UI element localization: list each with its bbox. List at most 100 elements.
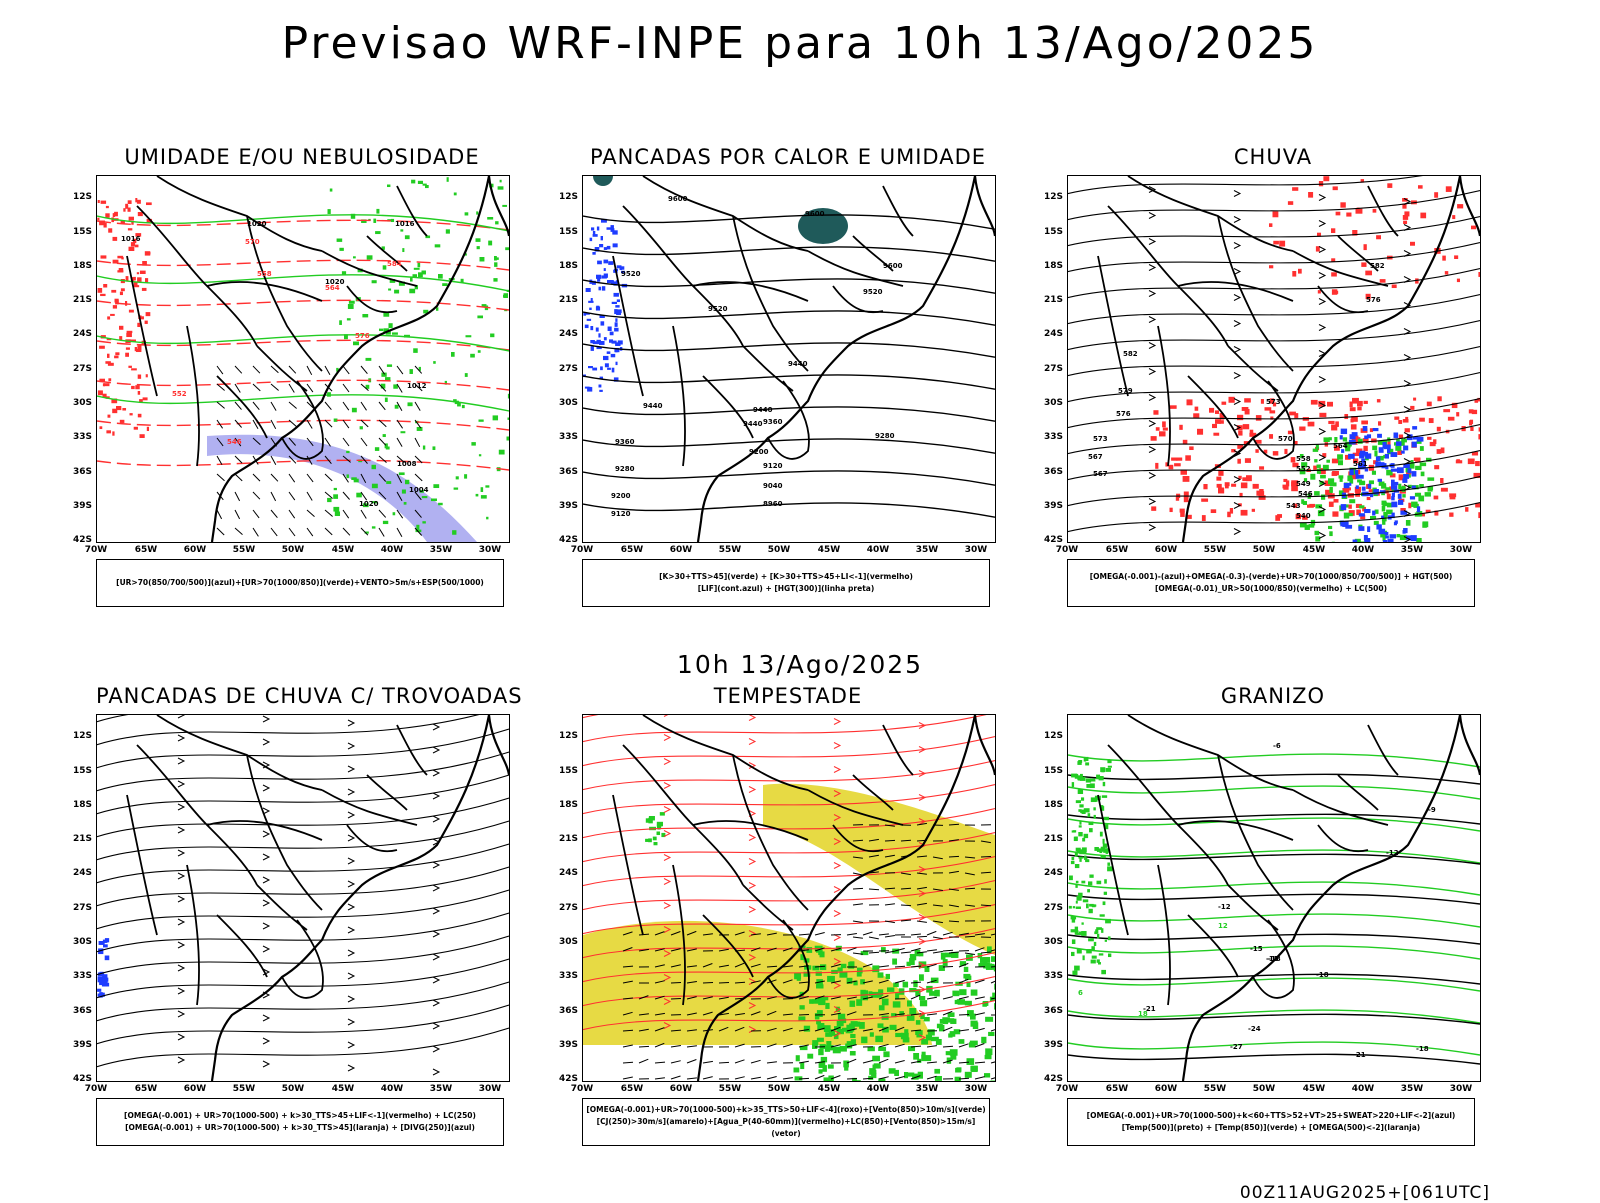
flow-arrow	[749, 883, 755, 889]
rain-fill	[1246, 475, 1252, 481]
rain-green	[1359, 505, 1364, 508]
wind-fill	[907, 1016, 915, 1021]
rain-blue	[1396, 441, 1402, 446]
rain-fill	[1176, 497, 1179, 501]
green-contour	[410, 369, 413, 374]
contour-label: 9600	[805, 210, 825, 218]
wind-vector	[927, 931, 936, 935]
flow-arrow	[433, 1000, 439, 1006]
wind-fill	[828, 1064, 834, 1068]
lat-tick-label: 15S	[58, 227, 92, 237]
lif-contour	[614, 309, 617, 314]
rain-fill	[1452, 215, 1455, 219]
lif-contour	[597, 227, 599, 231]
height-contour	[583, 311, 995, 325]
rain-green	[1315, 536, 1320, 541]
rain-fill	[1151, 506, 1156, 510]
rain-fill	[1294, 413, 1298, 418]
wind-vector	[959, 1030, 969, 1031]
lif-contour	[586, 288, 591, 292]
red-region	[123, 208, 125, 211]
lif-contour	[599, 287, 602, 291]
rain-blue	[1355, 470, 1358, 474]
flow-arrow	[664, 759, 670, 765]
lif-contour	[596, 328, 599, 332]
red-region	[107, 316, 110, 319]
rain-fill	[1327, 402, 1333, 407]
green-contour	[352, 408, 357, 413]
rain-green	[1329, 487, 1332, 493]
flow-arrow	[178, 804, 184, 810]
wind-vector	[703, 983, 713, 984]
green-contour	[465, 212, 469, 215]
lon-tick-label: 50W	[1244, 1084, 1284, 1094]
wind-fill	[964, 967, 968, 972]
rain-fill	[1420, 213, 1426, 219]
green-contour	[339, 320, 342, 325]
wind-vector	[847, 1079, 857, 1080]
temp850-contour	[1075, 864, 1079, 868]
wind-fill	[872, 1056, 880, 1062]
state-border	[157, 176, 322, 251]
thickness-contour	[97, 260, 509, 270]
rain-green	[1398, 484, 1401, 490]
red-region	[121, 288, 125, 291]
green-contour	[334, 488, 337, 490]
rain-blue	[1394, 522, 1397, 525]
lon-tick-label: 60W	[1146, 545, 1186, 555]
temp850-contour	[1093, 807, 1095, 810]
temp850-contour	[1084, 758, 1086, 762]
wind-vector	[975, 1013, 985, 1015]
rain-fill	[1329, 502, 1334, 507]
rain-fill	[1258, 491, 1264, 496]
contour-label: 564	[1333, 442, 1348, 450]
temp850-contour	[1071, 916, 1076, 919]
wind-fill	[994, 1003, 995, 1009]
contour-label: 12	[1218, 922, 1228, 930]
flow-arrow	[348, 720, 354, 726]
temp850-contour	[1079, 825, 1082, 827]
lat-tick-label: 24S	[58, 329, 92, 339]
wind-fill	[850, 1034, 855, 1038]
wind-vector	[235, 402, 242, 410]
temp850-contour	[1108, 766, 1112, 768]
temp850-contour	[1108, 936, 1111, 940]
lon-tick-label: 70W	[76, 1084, 116, 1094]
state-border	[643, 715, 808, 790]
rain-fill	[1273, 451, 1279, 455]
wind-fill	[825, 1003, 829, 1009]
wind-fill	[984, 1073, 990, 1077]
wind-vector	[217, 366, 223, 374]
lat-tick-label: 21S	[58, 834, 92, 844]
green-contour	[414, 268, 420, 270]
rain-fill	[1201, 499, 1208, 502]
temp850-contour	[1069, 906, 1072, 909]
panel-title: GRANIZO	[1067, 684, 1479, 708]
rain-green	[1402, 494, 1405, 497]
rain-green	[1374, 451, 1377, 457]
rain-fill	[1259, 495, 1266, 500]
rain-fill	[1429, 418, 1434, 423]
rain-fill	[1403, 215, 1408, 220]
rain-green	[1395, 446, 1401, 451]
wind-vector	[253, 366, 260, 373]
green-contour	[335, 512, 340, 517]
rain-fill	[1479, 427, 1480, 431]
lat-tick-label: 18S	[544, 261, 578, 271]
wind-fill	[820, 964, 826, 970]
map-svg	[97, 715, 509, 1081]
rain-green	[1379, 482, 1385, 486]
wind-vector	[853, 937, 863, 938]
red-region	[137, 323, 140, 327]
rain-green	[1397, 534, 1401, 537]
state-border	[217, 915, 267, 977]
lif-contour	[612, 230, 617, 234]
temp850-contour	[1100, 767, 1105, 772]
lif-contour	[593, 231, 595, 235]
red-region	[101, 201, 106, 204]
red-region	[138, 375, 141, 379]
streamline	[97, 723, 509, 771]
rain-fill	[1441, 448, 1445, 454]
rain-fill	[1433, 439, 1436, 444]
